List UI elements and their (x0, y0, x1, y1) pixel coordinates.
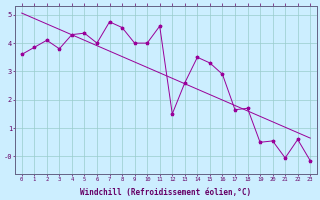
X-axis label: Windchill (Refroidissement éolien,°C): Windchill (Refroidissement éolien,°C) (80, 188, 252, 197)
